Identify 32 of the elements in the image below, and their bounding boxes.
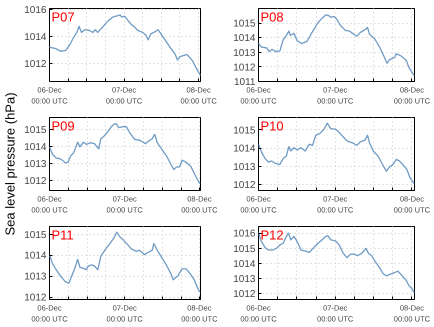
y-tick-label: 1014 (24, 142, 47, 153)
y-tick-label: 1016 (233, 228, 256, 240)
y-tick-label: 1012 (24, 58, 47, 70)
y-tick-label: 1013 (233, 274, 256, 286)
y-tick-label: 1012 (24, 176, 47, 188)
y-tick-label: 1015 (24, 230, 47, 241)
y-tick-label: 1015 (233, 125, 256, 136)
y-tick-label: 1016 (24, 5, 47, 16)
y-tick-label: 1015 (233, 18, 256, 30)
y-axis-title: Sea level pressure (hPa) (2, 92, 18, 236)
y-tick-label: 1015 (233, 244, 256, 255)
y-tick-label: 1013 (24, 159, 47, 170)
y-tick-label: 1013 (24, 272, 47, 283)
y-tick-label: 1012 (233, 289, 256, 300)
y-tick-label: 1012 (233, 62, 256, 74)
y-tick-label: 1014 (233, 144, 256, 155)
chart-title: P10 (260, 118, 284, 134)
y-tick-label: 1014 (24, 32, 47, 43)
y-tick-label: 1014 (233, 33, 256, 44)
chart-title: P07 (52, 10, 75, 24)
y-tick-label: 1011 (234, 77, 256, 88)
y-tick-label: 1012 (233, 180, 256, 191)
chart-title: P08 (260, 10, 284, 24)
y-tick-label: 1014 (24, 250, 47, 262)
chart-title: P09 (52, 118, 75, 134)
chart-title: P12 (260, 228, 284, 242)
y-tick-label: 1013 (233, 48, 256, 59)
y-tick-label: 1014 (233, 258, 256, 270)
y-tick-label: 1015 (24, 124, 47, 136)
y-tick-label: 1012 (24, 292, 47, 304)
chart-title: P11 (52, 228, 74, 242)
y-tick-label: 1013 (233, 162, 256, 173)
